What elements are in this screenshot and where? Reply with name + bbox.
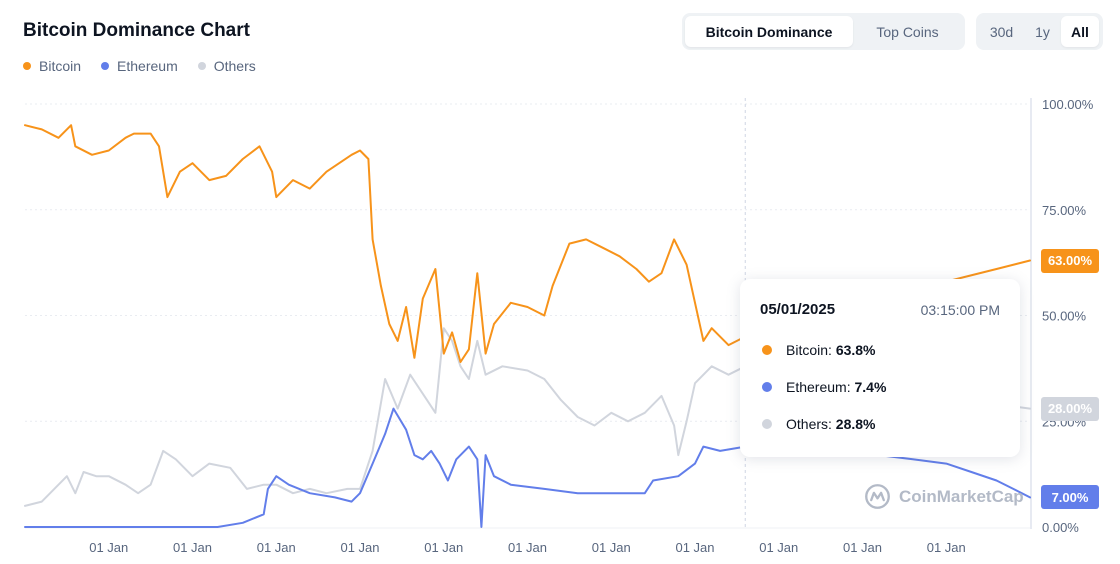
tooltip-date: 05/01/2025 xyxy=(760,301,836,318)
view-toggle: Bitcoin Dominance Top Coins xyxy=(682,13,965,50)
x-tick-label: 01 Jan xyxy=(675,540,714,555)
tooltip-dot-others xyxy=(762,419,772,429)
tooltip-dot-ethereum xyxy=(762,382,772,392)
legend-label-ethereum: Ethereum xyxy=(117,58,178,74)
y-tick-label: 100.00% xyxy=(1042,97,1094,112)
series-line-others xyxy=(24,327,1031,507)
last-value-badge-others: 28.00% xyxy=(1041,396,1099,421)
chart-tooltip: 05/01/2025 03:15:00 PM Bitcoin: 63.8% Et… xyxy=(740,279,1020,457)
legend-item-ethereum[interactable]: Ethereum xyxy=(101,58,178,74)
legend-dot-ethereum xyxy=(101,62,110,70)
x-tick-label: 01 Jan xyxy=(843,540,882,555)
tooltip-time: 03:15:00 PM xyxy=(920,302,1000,318)
x-tick-label: 01 Jan xyxy=(257,540,296,555)
legend-label-bitcoin: Bitcoin xyxy=(39,58,82,74)
y-tick-label: 50.00% xyxy=(1042,309,1087,324)
tooltip-row-ethereum: Ethereum: 7.4% xyxy=(762,379,886,395)
legend-item-others[interactable]: Others xyxy=(197,58,256,74)
x-tick-label: 01 Jan xyxy=(89,540,128,555)
tooltip-row-others: Others: 28.8% xyxy=(762,416,876,432)
series-line-bitcoin xyxy=(24,124,1031,363)
range-all-button[interactable]: All xyxy=(1061,16,1099,47)
last-value-badge-ethereum: 7.00% xyxy=(1041,485,1099,510)
x-tick-label: 01 Jan xyxy=(592,540,631,555)
x-tick-label: 01 Jan xyxy=(424,540,463,555)
chart-title: Bitcoin Dominance Chart xyxy=(23,20,250,41)
tooltip-label-ethereum: Ethereum: xyxy=(786,379,851,395)
tooltip-value-bitcoin: 63.8% xyxy=(835,342,876,358)
legend-label-others: Others xyxy=(213,58,256,74)
tooltip-value-ethereum: 7.4% xyxy=(854,379,887,395)
watermark: CoinMarketCap xyxy=(864,483,1024,510)
x-tick-label: 01 Jan xyxy=(759,540,798,555)
tooltip-label-others: Others: xyxy=(786,416,832,432)
tooltip-row-bitcoin: Bitcoin: 63.8% xyxy=(762,342,876,358)
x-tick-label: 01 Jan xyxy=(340,540,379,555)
legend-dot-bitcoin xyxy=(23,62,31,70)
tab-bitcoin-dominance[interactable]: Bitcoin Dominance xyxy=(685,16,853,47)
range-30d-button[interactable]: 30d xyxy=(989,23,1014,40)
coinmarketcap-logo-icon xyxy=(865,484,890,509)
x-tick-label: 01 Jan xyxy=(927,540,966,555)
tooltip-label-bitcoin: Bitcoin: xyxy=(786,342,832,358)
legend-item-bitcoin[interactable]: Bitcoin xyxy=(23,58,81,74)
y-tick-label: 0.00% xyxy=(1042,520,1079,535)
x-tick-label: 01 Jan xyxy=(173,540,212,555)
legend-dot-others xyxy=(197,62,206,70)
last-value-badge-bitcoin: 63.00% xyxy=(1041,248,1099,273)
x-axis: 01 Jan 01 Jan 01 Jan 01 Jan 01 Jan 01 Jan 01 J… xyxy=(89,540,966,555)
range-toggle: 30d 1y All xyxy=(976,13,1103,50)
tab-top-coins[interactable]: Top Coins xyxy=(876,23,939,40)
chart-legend: Bitcoin Ethereum Others xyxy=(23,58,256,74)
tooltip-value-others: 28.8% xyxy=(835,416,876,432)
tooltip-dot-bitcoin xyxy=(762,345,772,355)
y-tick-label: 75.00% xyxy=(1042,203,1087,218)
watermark-text: CoinMarketCap xyxy=(899,486,1024,506)
x-tick-label: 01 Jan xyxy=(508,540,547,555)
range-1y-button[interactable]: 1y xyxy=(1035,23,1050,40)
